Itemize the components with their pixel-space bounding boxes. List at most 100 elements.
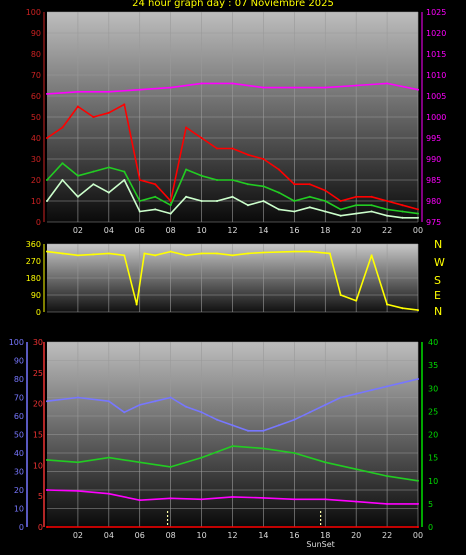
x-tick-label: 08 xyxy=(166,226,176,235)
series-2-yellow-point xyxy=(417,309,419,312)
y-left-2-tick: 90 xyxy=(31,291,41,300)
y-right-3-tick: 25 xyxy=(428,407,438,416)
series-1-green-point xyxy=(154,195,157,198)
y-left-3-tick: 10 xyxy=(14,505,24,514)
y-left-1-tick: 30 xyxy=(31,155,41,164)
series-1-magenta-point xyxy=(76,90,79,93)
y-right-1-tick: 1020 xyxy=(426,29,446,38)
series-1-magenta-point xyxy=(169,86,172,89)
series-1-magenta-point xyxy=(46,92,48,95)
series-1-mint-point xyxy=(308,206,311,209)
series-1-red-point xyxy=(92,116,95,118)
series-1-mint-point xyxy=(386,214,389,217)
x-tick-label: 00 xyxy=(413,531,423,540)
series-1-red-point xyxy=(200,137,203,139)
y-right-3-tick: 0 xyxy=(428,523,433,532)
series-1-mint-point xyxy=(401,216,404,219)
x-tick-label: 22 xyxy=(382,226,392,235)
compass-label-s: S xyxy=(434,274,441,287)
series-2-yellow-point xyxy=(185,254,188,257)
series-3-blue-point xyxy=(231,424,234,427)
y-left-1-tick: 20 xyxy=(31,176,41,185)
series-3-blue-point xyxy=(200,411,203,414)
x-tick-label: 18 xyxy=(320,531,330,540)
y-right-3-tick: 20 xyxy=(428,431,438,440)
series-3-green-point xyxy=(324,461,327,464)
x-tick-label: 04 xyxy=(104,531,114,540)
y-right-3-tick: 5 xyxy=(428,500,433,509)
series-3-green-point xyxy=(417,479,419,482)
series-1-magenta-point xyxy=(293,86,296,89)
series-3-blue-point xyxy=(277,424,280,427)
series-2-yellow-point xyxy=(308,250,311,253)
x-tick-label: 02 xyxy=(73,531,83,540)
series-3-magenta-point xyxy=(262,496,265,499)
series-1-green-point xyxy=(324,200,327,202)
series-1-red-point xyxy=(355,195,358,198)
y-right-3-tick: 35 xyxy=(428,361,438,370)
series-1-green-point xyxy=(308,195,311,198)
y-left-1-tick: 100 xyxy=(26,8,41,17)
series-2-yellow-point xyxy=(107,252,110,255)
series-1-green-point xyxy=(123,170,126,173)
series-2-yellow-point xyxy=(135,303,138,306)
x-tick-label: 20 xyxy=(351,531,361,540)
series-1-red-point xyxy=(123,103,126,106)
series-3-magenta-point xyxy=(107,492,110,495)
x-tick-label: 08 xyxy=(166,531,176,540)
series-1-mint-point xyxy=(262,200,265,202)
y-left-2-tick: 360 xyxy=(26,240,41,249)
series-2-yellow-point xyxy=(401,307,404,310)
series-3-green-point xyxy=(200,456,203,459)
series-3-green-point xyxy=(355,468,358,471)
y-left-1-tick: 90 xyxy=(31,29,41,38)
y-left-3-tick: 100 xyxy=(9,338,24,347)
series-1-mint-point xyxy=(46,200,48,202)
series-2-yellow-point xyxy=(123,254,126,257)
series-1-red-point xyxy=(169,200,172,202)
series-1-green-point xyxy=(277,191,280,194)
series-3-blue-point xyxy=(324,403,327,406)
series-3-red-point xyxy=(46,526,48,528)
series-1-green-point xyxy=(169,204,172,207)
series-1-mint-point xyxy=(76,195,79,198)
y-right-1-tick: 990 xyxy=(426,155,441,164)
series-3-green-point xyxy=(46,458,48,461)
series-3-green-point xyxy=(262,447,265,450)
series-2-yellow-point xyxy=(293,250,296,253)
series-3-blue-point xyxy=(46,400,48,403)
series-2-yellow-point xyxy=(231,254,234,257)
y-left-2-tick: 270 xyxy=(26,257,41,266)
series-1-mint-point xyxy=(417,216,419,219)
series-1-mint-point xyxy=(370,210,373,213)
series-1-red-point xyxy=(185,126,188,129)
series-3-magenta-point xyxy=(417,502,419,505)
series-3-blue-point xyxy=(293,418,296,421)
series-1-mint-point xyxy=(293,210,296,213)
y-left-3-tick: 0 xyxy=(19,523,24,532)
y-right-1-tick: 980 xyxy=(426,197,441,206)
series-1-green-point xyxy=(200,174,203,177)
y-left-1-tick: 80 xyxy=(31,50,41,59)
y-right-3-tick: 15 xyxy=(428,454,438,463)
series-1-mint-point xyxy=(169,212,172,215)
y-right-1-tick: 995 xyxy=(426,134,441,143)
series-3-blue-point xyxy=(339,396,342,399)
series-3-blue-point xyxy=(169,396,172,399)
series-3-green-point xyxy=(231,445,234,448)
series-1-mint-point xyxy=(185,195,188,198)
x-tick-label: 10 xyxy=(196,226,206,235)
x-tick-label: 04 xyxy=(104,226,114,235)
y-left-inner-3-tick: 15 xyxy=(33,431,43,440)
y-right-1-tick: 1005 xyxy=(426,92,446,101)
series-3-magenta-point xyxy=(76,489,79,492)
series-1-green-point xyxy=(417,212,419,215)
series-1-magenta-point xyxy=(355,84,358,87)
y-left-1-tick: 70 xyxy=(31,71,41,80)
y-left-1-tick: 0 xyxy=(36,218,41,227)
y-left-1-tick: 10 xyxy=(31,197,41,206)
series-3-green-point xyxy=(293,452,296,454)
sunset-label: SunSet xyxy=(306,540,334,549)
series-1-mint-point xyxy=(92,183,95,186)
y-left-3-tick: 70 xyxy=(14,394,24,403)
